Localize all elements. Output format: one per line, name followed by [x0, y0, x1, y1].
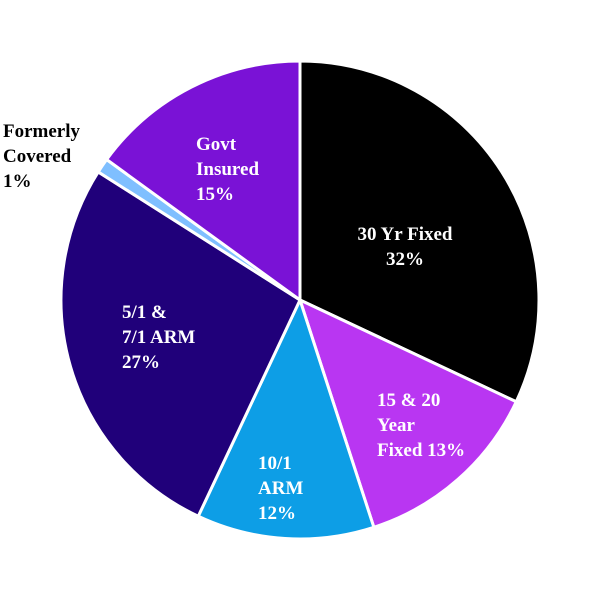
- slice-label-line: 30 Yr Fixed: [358, 224, 453, 245]
- slice-label-5-1-7-1-arm: 5/1 & 7/1 ARM 27%: [122, 302, 195, 373]
- slice-label-30-yr-fixed: 30 Yr Fixed 32%: [358, 224, 453, 270]
- slice-label-line: Formerly: [3, 121, 81, 142]
- pie-slice-10-1-arm: [196, 295, 376, 541]
- slice-label-line: Govt: [196, 134, 237, 155]
- slice-label-govt-insured: Govt Insured 15%: [196, 134, 259, 205]
- slice-label-line: Insured: [196, 159, 259, 180]
- pie-slices: [59, 59, 541, 541]
- slice-label-line: Year: [377, 415, 416, 436]
- pie-slice-govt-insured: [104, 59, 302, 303]
- slice-label-line: 12%: [258, 503, 296, 524]
- slice-label-formerly-covered: Formerly Covered 1%: [3, 121, 81, 192]
- pie-slice-5-1-7-1-arm: [59, 169, 302, 519]
- slice-label-line: Fixed 13%: [377, 440, 465, 461]
- slice-label-line: 1%: [3, 171, 32, 192]
- pie-labels: 30 Yr Fixed 32% 15 & 20 Year Fixed 13% 10/1 AR…: [3, 121, 465, 524]
- slice-label-line: 32%: [386, 249, 424, 270]
- slice-label-line: 7/1 ARM: [122, 327, 195, 348]
- slice-label-15-20-year-fixed: 15 & 20 Year Fixed 13%: [377, 390, 465, 461]
- slice-label-line: 10/1: [258, 453, 292, 474]
- slice-label-line: 5/1 &: [122, 302, 167, 323]
- pie-slice-30-yr-fixed: [298, 59, 541, 404]
- slice-label-line: ARM: [258, 478, 303, 499]
- slice-label-line: Covered: [3, 146, 72, 167]
- slice-label-line: 15 & 20: [377, 390, 440, 411]
- slice-label-line: 15%: [196, 184, 234, 205]
- pie-slice-15-20-year-fixed: [297, 297, 519, 530]
- slice-label-line: 27%: [122, 352, 160, 373]
- slice-label-10-1-arm: 10/1 ARM 12%: [258, 453, 303, 524]
